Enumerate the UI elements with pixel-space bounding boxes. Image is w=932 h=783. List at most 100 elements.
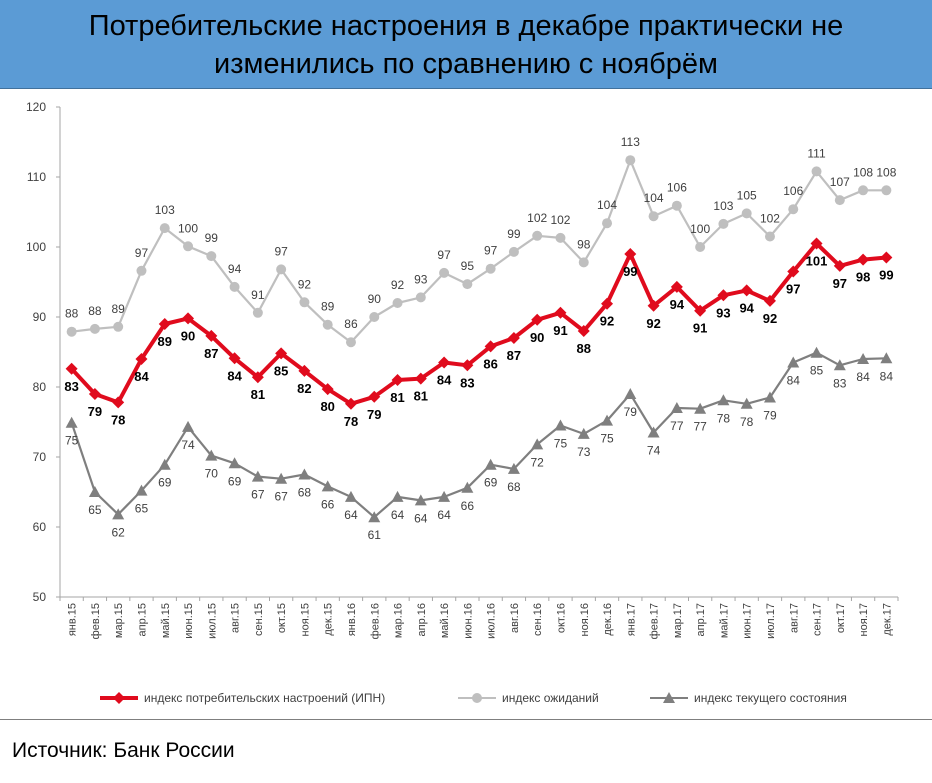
y-tick-label: 60 [33,520,47,534]
data-point [647,299,660,312]
data-label: 75 [65,434,79,448]
data-point [531,438,544,450]
data-label: 113 [621,135,640,149]
data-point [507,332,520,344]
data-label: 79 [88,404,102,419]
data-label: 74 [181,438,195,452]
data-label: 67 [274,490,288,504]
data-point [252,307,263,318]
data-label: 84 [787,374,801,388]
data-point [833,259,846,272]
data-point [880,251,893,264]
data-label: 92 [298,277,312,291]
data-point [415,292,426,303]
data-label: 97 [437,248,451,262]
data-point [414,494,427,506]
data-point [740,397,753,409]
data-label: 79 [367,407,381,422]
data-point [345,337,356,348]
data-label: 64 [391,508,405,522]
data-label: 97 [833,276,847,291]
data-label: 99 [205,231,219,245]
x-tick-label: июн.15 [183,603,195,639]
chart-frame: 50 60 70 80 90 100 110 120 янв.15 фев.15 мар.15 апр… [0,89,932,720]
data-label: 78 [344,414,358,429]
data-label: 72 [531,455,545,469]
data-label: 75 [600,432,614,446]
data-label: 99 [879,268,893,283]
data-label: 82 [297,381,311,396]
x-tick-label: янв.16 [346,603,358,636]
data-point [461,481,474,493]
y-tick-label: 50 [33,590,47,604]
data-label: 92 [600,314,614,329]
data-point [763,294,776,307]
legend-label: индекс текущего состояния [694,691,847,705]
data-point [624,248,637,260]
data-point [601,297,614,310]
data-label: 69 [484,476,498,490]
x-tick-label: авг.17 [788,603,800,633]
data-point [532,230,543,241]
series-3: 75 65 62 65 69 74 70 69 67 67 68 66 64 61 64 64 64 66 69 68… [65,346,894,542]
data-label: 69 [228,474,242,488]
data-point [670,402,683,413]
data-label: 69 [158,476,172,490]
data-label: 88 [577,341,591,356]
data-point [694,304,707,317]
y-tick-label: 110 [27,170,46,184]
data-point [135,484,148,496]
x-tick-label: июл.15 [206,603,218,639]
x-tick-label: мар.17 [672,603,684,638]
data-label: 94 [670,297,685,312]
y-tick-label: 120 [26,100,46,114]
data-point [321,480,334,492]
data-point [205,449,218,461]
data-label: 103 [155,203,175,217]
data-point [694,402,707,414]
data-label: 83 [833,376,847,390]
data-label: 68 [298,486,312,500]
data-point [624,388,637,399]
data-point [577,325,590,337]
data-label: 86 [483,356,497,371]
data-point [159,223,170,234]
data-label: 66 [321,497,335,511]
data-point [439,267,450,278]
data-point [391,490,404,502]
x-tick-label: ноя.15 [299,603,311,636]
data-label: 77 [693,420,707,434]
data-point [391,374,404,386]
x-tick-label: янв.17 [625,603,637,636]
data-point [717,394,730,406]
data-label: 64 [437,508,451,522]
data-point [183,241,194,252]
data-point [66,326,77,337]
x-tick-label: окт.15 [276,603,288,633]
source-note: Источник: Банк России [12,739,235,762]
data-point [438,490,451,502]
data-point [531,313,544,326]
x-tick-label: фев.17 [649,603,661,639]
data-label: 88 [88,304,102,318]
data-label: 92 [646,316,660,331]
data-label: 84 [880,369,894,383]
data-label: 89 [321,300,335,314]
x-tick-label: янв.15 [67,603,79,636]
data-label: 78 [717,411,731,425]
x-tick-label: сен.16 [532,603,544,636]
data-point [136,265,147,276]
data-label: 91 [251,288,265,302]
data-point [438,356,451,369]
data-point [577,427,590,439]
data-point [740,284,753,297]
header: Потребительские настроения в декабре пра… [0,0,932,89]
data-label: 97 [786,282,800,297]
data-point [648,211,659,222]
data-label: 86 [344,317,358,331]
data-point [763,391,776,403]
data-label: 65 [88,503,102,517]
x-tick-label: дек.17 [881,603,893,636]
data-point [811,166,822,177]
legend-item-1: индекс потребительских настроений (ИПН) [100,691,385,705]
